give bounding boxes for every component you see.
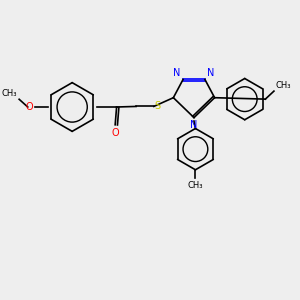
Text: O: O (26, 102, 34, 112)
Text: CH₃: CH₃ (2, 89, 17, 98)
Text: O: O (111, 128, 119, 138)
Text: S: S (154, 101, 160, 111)
Text: N: N (190, 120, 198, 130)
Text: N: N (173, 68, 181, 78)
Text: CH₃: CH₃ (275, 81, 291, 90)
Text: N: N (207, 68, 214, 78)
Text: CH₃: CH₃ (188, 181, 203, 190)
